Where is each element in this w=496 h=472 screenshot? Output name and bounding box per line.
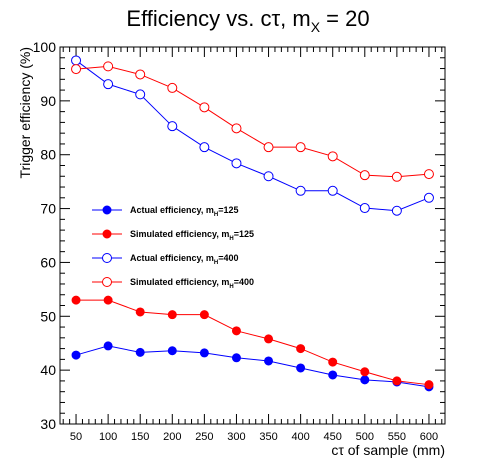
data-point (136, 308, 144, 316)
chart-title: Efficiency vs. cτ, mX = 20 (126, 6, 369, 35)
data-point (72, 65, 81, 74)
data-point (329, 371, 337, 379)
y-tick-label: 80 (40, 147, 56, 163)
data-point (104, 296, 112, 304)
legend-entry: Actual efficiency, mH=400 (92, 253, 239, 266)
data-point (72, 351, 80, 359)
data-point (361, 376, 369, 384)
data-point (425, 381, 433, 389)
data-point (168, 83, 177, 92)
data-point (328, 186, 337, 195)
series-line (76, 66, 429, 176)
y-axis-label: Trigger efficiency (%) (17, 47, 33, 178)
data-point (232, 327, 240, 335)
data-point (360, 204, 369, 213)
data-point (265, 335, 273, 343)
data-point (136, 348, 144, 356)
legend-label: Actual efficiency, mH=400 (130, 253, 239, 266)
series-1 (72, 342, 433, 391)
data-point (200, 311, 208, 319)
x-axis-label: cτ of sample (mm) (331, 442, 445, 458)
x-tick-label: 400 (291, 431, 309, 443)
y-tick-label: 90 (40, 93, 56, 109)
legend-marker (103, 278, 112, 287)
y-tick-label: 60 (40, 254, 56, 270)
data-point (232, 354, 240, 362)
data-point (104, 62, 113, 71)
legend-label: Simulated efficiency, mH=400 (130, 277, 254, 290)
data-point (328, 152, 337, 161)
y-tick-label: 70 (40, 201, 56, 217)
y-tick-label: 30 (40, 416, 56, 432)
data-point (168, 347, 176, 355)
data-point (296, 143, 305, 152)
y-tick-label: 100 (33, 39, 57, 55)
x-tick-label: 300 (227, 431, 245, 443)
axes: 50 100 150 200 250 300 350 400 450 500 550 60030405… (33, 39, 445, 443)
data-point (392, 206, 401, 215)
y-tick-label: 50 (40, 308, 56, 324)
data-point (232, 159, 241, 168)
series-line (76, 346, 429, 387)
series-3 (72, 56, 434, 215)
x-tick-label: 100 (99, 431, 117, 443)
legend-label: Actual efficiency, mH=125 (130, 205, 239, 218)
series-4 (72, 62, 434, 181)
data-point (72, 296, 80, 304)
data-point (264, 172, 273, 181)
data-point (264, 143, 273, 152)
data-point (424, 170, 433, 179)
data-point (200, 103, 209, 112)
data-point (392, 172, 401, 181)
data-point (168, 311, 176, 319)
x-tick-label: 250 (195, 431, 213, 443)
data-point (136, 70, 145, 79)
series-2 (72, 296, 433, 389)
data-point (297, 364, 305, 372)
legend-label: Simulated efficiency, mH=125 (130, 229, 254, 242)
legend-entry: Simulated efficiency, mH=400 (92, 277, 254, 290)
series-line (76, 300, 429, 385)
y-tick-label: 40 (40, 362, 56, 378)
legend-marker (103, 254, 112, 263)
legend: Actual efficiency, mH=125 Simulated effic… (92, 205, 254, 290)
data-point (232, 124, 241, 133)
data-point (72, 56, 81, 65)
data-point (424, 193, 433, 202)
data-point (393, 377, 401, 385)
data-point (104, 342, 112, 350)
data-point (361, 368, 369, 376)
x-tick-label: 200 (163, 431, 181, 443)
legend-entry: Simulated efficiency, mH=125 (92, 229, 254, 242)
series-line (76, 60, 429, 210)
data-point (329, 358, 337, 366)
x-tick-label: 50 (70, 431, 82, 443)
data-point (104, 80, 113, 89)
data-point (168, 122, 177, 131)
legend-marker (103, 206, 111, 214)
data-point (200, 349, 208, 357)
data-point (297, 345, 305, 353)
x-tick-label: 350 (259, 431, 277, 443)
legend-entry: Actual efficiency, mH=125 (92, 205, 239, 218)
legend-marker (103, 230, 111, 238)
x-tick-label: 150 (131, 431, 149, 443)
data-point (296, 186, 305, 195)
data-point (136, 90, 145, 99)
data-point (360, 171, 369, 180)
series-layer (72, 56, 434, 391)
data-point (200, 143, 209, 152)
data-point (265, 357, 273, 365)
